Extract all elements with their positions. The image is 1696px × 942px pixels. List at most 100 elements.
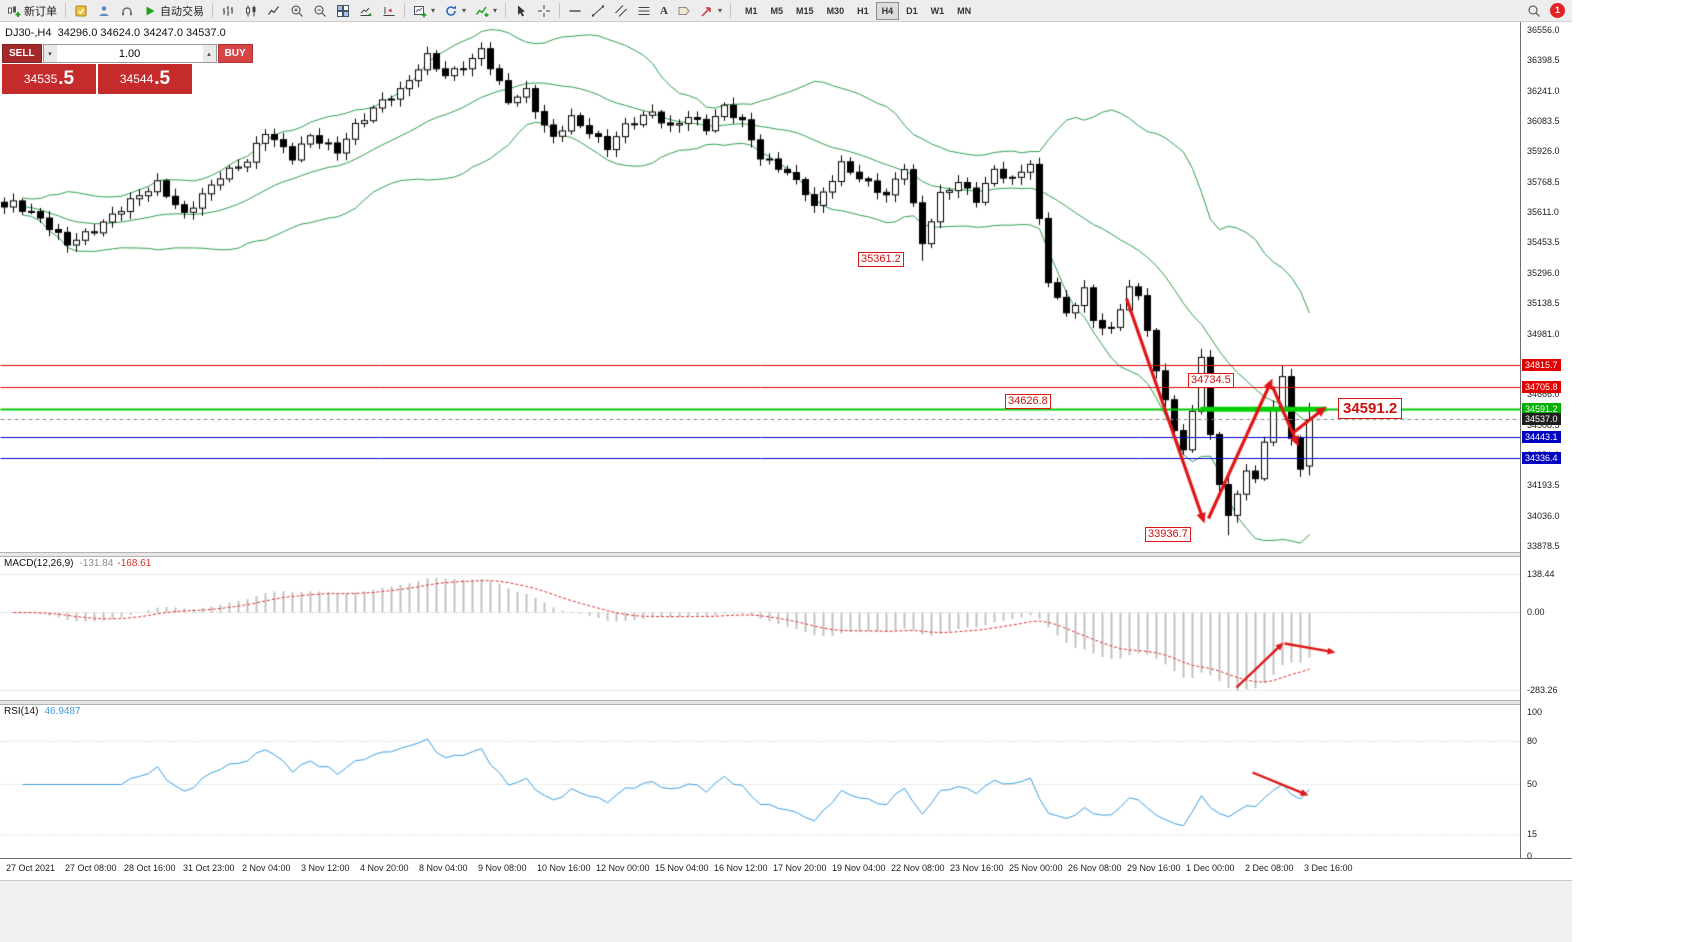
timeframe-M1[interactable]: M1 bbox=[739, 2, 764, 20]
bottom-strip bbox=[0, 880, 1572, 942]
horizontal-line-icon bbox=[568, 4, 582, 18]
tile-windows-button[interactable] bbox=[332, 1, 354, 20]
crosshair-icon bbox=[537, 4, 551, 18]
new-order-icon bbox=[7, 4, 21, 18]
rsi-axis-label: 50 bbox=[1527, 779, 1538, 789]
trade-panel-prices: 34535.5 34544.5 bbox=[2, 64, 192, 94]
annotation-layer: 35361.2 34626.8 34734.5 33936.7 34591.2 bbox=[0, 22, 1572, 880]
chevron-down-icon: ▾ bbox=[462, 6, 467, 15]
buy-button[interactable]: BUY bbox=[217, 44, 253, 63]
auto-scroll-icon bbox=[359, 4, 373, 18]
metaeditor-button[interactable] bbox=[70, 1, 92, 20]
annotation-price-label[interactable]: 34626.8 bbox=[1005, 393, 1051, 409]
arrows-tool-button[interactable]: ▾ bbox=[696, 1, 726, 20]
timeframe-M5[interactable]: M5 bbox=[765, 2, 790, 20]
volume-increase-button[interactable]: ▴ bbox=[202, 45, 216, 62]
timeframe-M15[interactable]: M15 bbox=[790, 2, 820, 20]
price-tick-label: 33878.5 bbox=[1527, 541, 1560, 551]
timeframe-H4[interactable]: H4 bbox=[875, 1, 900, 20]
sell-button[interactable]: SELL bbox=[2, 44, 42, 63]
zoom-in-button[interactable] bbox=[286, 1, 308, 20]
volume-input[interactable] bbox=[56, 45, 203, 62]
cursor-button[interactable] bbox=[510, 1, 532, 20]
panel-splitter-rsi[interactable] bbox=[0, 700, 1572, 705]
chart-shift-button[interactable] bbox=[378, 1, 400, 20]
auto-scroll-button[interactable] bbox=[355, 1, 377, 20]
play-icon bbox=[143, 4, 157, 18]
indicators-button[interactable]: ▾ bbox=[471, 1, 501, 20]
text-label-button[interactable] bbox=[673, 1, 695, 20]
toolbar-right-group: 1 bbox=[1523, 1, 1569, 20]
chart-candles-button[interactable] bbox=[240, 1, 262, 20]
timeframe-H1[interactable]: H1 bbox=[851, 2, 875, 20]
symbol-ohlc-line: DJ30-,H4 34296.0 34624.0 34247.0 34537.0 bbox=[5, 27, 226, 39]
time-label: 23 Nov 16:00 bbox=[950, 863, 1004, 873]
timeframe-W1[interactable]: W1 bbox=[925, 2, 951, 20]
panel-splitter-macd[interactable] bbox=[0, 552, 1572, 557]
annotation-price-label[interactable]: 34734.5 bbox=[1188, 373, 1234, 389]
annotation-price-label[interactable]: 34591.2 bbox=[1338, 397, 1403, 419]
timeframe-M30[interactable]: M30 bbox=[821, 2, 851, 20]
annotation-price-label[interactable]: 35361.2 bbox=[858, 252, 904, 268]
autotrading-label: 自动交易 bbox=[160, 5, 204, 18]
notification-badge[interactable]: 1 bbox=[1550, 3, 1565, 18]
time-label: 29 Nov 16:00 bbox=[1127, 863, 1181, 873]
time-label: 4 Nov 20:00 bbox=[360, 863, 409, 873]
new-chart-button[interactable]: ▾ bbox=[409, 1, 439, 20]
price-tick-label: 35296.0 bbox=[1527, 267, 1560, 278]
macd-axis-label: -283.26 bbox=[1527, 685, 1558, 695]
chart-canvas[interactable] bbox=[0, 22, 1572, 880]
toolbar-separator bbox=[65, 3, 66, 18]
trendline-icon bbox=[591, 4, 605, 18]
timeframe-MN[interactable]: MN bbox=[951, 2, 977, 20]
sell-price[interactable]: 34535.5 bbox=[2, 64, 96, 94]
trade-panel-header: SELL ▾ ▴ BUY bbox=[2, 44, 253, 63]
time-label: 31 Oct 23:00 bbox=[183, 863, 235, 873]
new-order-button[interactable]: 新订单 bbox=[3, 1, 61, 20]
price-tick-label: 36398.5 bbox=[1527, 55, 1560, 66]
price-tick-label: 36083.5 bbox=[1527, 116, 1560, 127]
zoom-out-button[interactable] bbox=[309, 1, 331, 20]
price-tick-label: 35453.5 bbox=[1527, 237, 1560, 248]
profiles-button[interactable]: ▾ bbox=[440, 1, 470, 20]
bar-chart-icon bbox=[221, 4, 235, 18]
chart-shift-icon bbox=[382, 4, 396, 18]
search-button[interactable] bbox=[1523, 1, 1545, 20]
accounts-button[interactable] bbox=[93, 1, 115, 20]
chart-line-button[interactable] bbox=[263, 1, 285, 20]
price-tick-label: 36556.0 bbox=[1527, 25, 1560, 35]
zoom-out-icon bbox=[313, 4, 327, 18]
text-tool-button[interactable]: A bbox=[656, 1, 672, 20]
macd-axis-label: 0.00 bbox=[1527, 607, 1545, 618]
price-tag: 34705.8 bbox=[1522, 380, 1561, 393]
time-axis[interactable]: 27 Oct 2021 27 Oct 08:00 28 Oct 16:00 31 Oc… bbox=[0, 858, 1572, 880]
text-tool-icon: A bbox=[660, 4, 668, 17]
price-axis[interactable]: 36556.0 36398.5 36241.0 36083.5 35926.0 35768… bbox=[1520, 22, 1572, 861]
candlestick-icon bbox=[244, 4, 258, 18]
timeframe-D1[interactable]: D1 bbox=[900, 2, 924, 20]
time-label: 25 Nov 00:00 bbox=[1009, 863, 1063, 873]
chart-bars-button[interactable] bbox=[217, 1, 239, 20]
time-label: 15 Nov 04:00 bbox=[655, 863, 709, 873]
price-tick-label: 35138.5 bbox=[1527, 298, 1560, 309]
trendline-button[interactable] bbox=[587, 1, 609, 20]
time-label: 16 Nov 12:00 bbox=[714, 863, 768, 873]
time-label: 10 Nov 16:00 bbox=[537, 863, 591, 873]
price-tag: 34591.2 bbox=[1522, 402, 1561, 415]
price-tag: 34537.0 bbox=[1522, 413, 1561, 426]
market-button[interactable] bbox=[116, 1, 138, 20]
autotrading-button[interactable]: 自动交易 bbox=[139, 1, 208, 20]
crosshair-button[interactable] bbox=[533, 1, 555, 20]
fibonacci-button[interactable] bbox=[633, 1, 655, 20]
price-tick-label: 34666.0 bbox=[1527, 389, 1560, 400]
time-label: 2 Dec 08:00 bbox=[1245, 863, 1294, 873]
channel-button[interactable] bbox=[610, 1, 632, 20]
buy-price[interactable]: 34544.5 bbox=[98, 64, 192, 94]
cycle-icon bbox=[444, 4, 458, 18]
time-label: 22 Nov 08:00 bbox=[891, 863, 945, 873]
annotation-price-label[interactable]: 33936.7 bbox=[1145, 526, 1191, 542]
chevron-down-icon: ▾ bbox=[431, 6, 436, 15]
volume-decrease-button[interactable]: ▾ bbox=[43, 45, 57, 62]
horizontal-line-button[interactable] bbox=[564, 1, 586, 20]
